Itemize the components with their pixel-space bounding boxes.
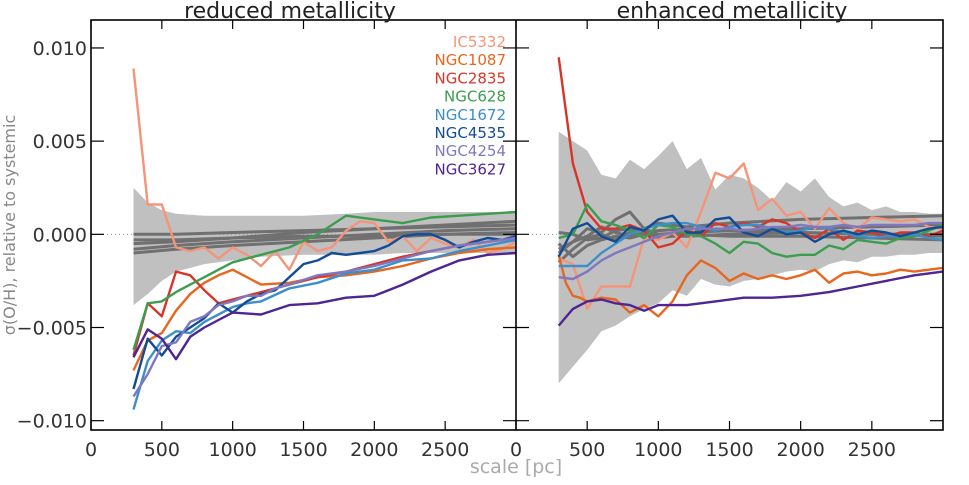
series-line-ngc4535 xyxy=(132,233,516,390)
panel-enhanced xyxy=(516,57,943,384)
series-line-ngc628 xyxy=(132,210,516,351)
legend-entry-ngc1087: NGC1087 xyxy=(435,51,507,69)
series-line-ngc1672 xyxy=(132,238,516,410)
x-tick-label: 0 xyxy=(85,439,97,461)
x-axis-label: scale [pc] xyxy=(470,456,562,478)
x-tick-label: 2000 xyxy=(776,439,824,461)
x-tick-label: 1000 xyxy=(208,439,256,461)
series-line-ngc4254 xyxy=(558,221,943,281)
series-line-ngc3627 xyxy=(557,270,943,327)
plot-area xyxy=(91,68,516,410)
y-tick-label: −0.010 xyxy=(17,411,87,433)
panel-title-enhanced: enhanced metallicity xyxy=(617,0,848,24)
legend-entry-ic5332: IC5332 xyxy=(453,33,506,51)
series-line-ngc3627 xyxy=(132,251,516,361)
x-tick-label: 1500 xyxy=(705,439,753,461)
grey-line xyxy=(133,219,516,246)
axes-frame xyxy=(90,19,944,431)
x-tick-label: 500 xyxy=(144,439,180,461)
scatter-band xyxy=(558,131,943,384)
grey-line xyxy=(133,232,516,242)
x-tick-label: 1500 xyxy=(279,439,327,461)
y-tick-label: 0.005 xyxy=(33,131,87,153)
series-line-ngc628 xyxy=(558,203,943,258)
x-tick-label: 500 xyxy=(569,439,605,461)
legend-entry-ngc2835: NGC2835 xyxy=(435,69,507,87)
y-tick-label: 0.000 xyxy=(33,224,87,246)
panel-title-reduced: reduced metallicity xyxy=(184,0,396,24)
x-tick-label: 0 xyxy=(510,439,522,461)
series-line-ngc4254 xyxy=(132,236,516,398)
legend: IC5332NGC1087NGC2835NGC628NGC1672NGC4535… xyxy=(435,33,507,178)
legend-entry-ngc4254: NGC4254 xyxy=(435,142,507,160)
series-line-ic5332 xyxy=(558,162,943,311)
x-tick-label: 2500 xyxy=(421,439,469,461)
y-tick-label: −0.005 xyxy=(17,318,87,340)
series-line-ic5332 xyxy=(132,68,516,271)
axes-layer: 0.010 0.005 0.000 −0.005 −0.010 0 500 1000 1500 2… xyxy=(17,19,944,461)
y-axis-label: σ(O/H), relative to systemic xyxy=(0,115,19,335)
grey-line xyxy=(133,223,516,236)
legend-entry-ngc4535: NGC4535 xyxy=(435,124,507,142)
scatter-band xyxy=(133,187,516,306)
x-tick-label: 2000 xyxy=(350,439,398,461)
series-line-ngc1672 xyxy=(558,221,943,268)
plot-area xyxy=(516,57,943,384)
x-tick-label: 2500 xyxy=(848,439,896,461)
x-tick-label: 1000 xyxy=(634,439,682,461)
legend-entry-ngc1672: NGC1672 xyxy=(435,106,507,124)
legend-entry-ngc628: NGC628 xyxy=(444,88,506,106)
series-line-ngc4535 xyxy=(557,214,943,258)
legend-entry-ngc3627: NGC3627 xyxy=(435,160,507,178)
panel-reduced xyxy=(91,68,516,410)
y-tick-label: 0.010 xyxy=(33,38,87,60)
series-line-ngc1087 xyxy=(557,254,943,318)
